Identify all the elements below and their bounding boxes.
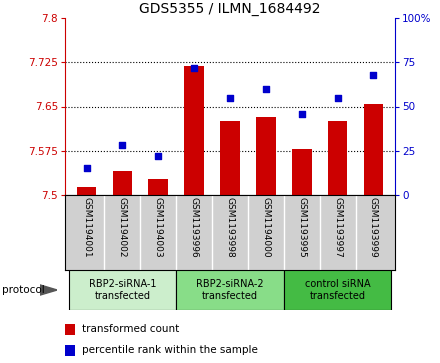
Point	[227, 95, 234, 101]
Text: GSM1193997: GSM1193997	[333, 197, 342, 258]
Point	[262, 86, 269, 92]
Bar	[69, 270, 176, 310]
Bar	[220, 121, 240, 195]
Point	[155, 153, 162, 159]
Text: percentile rank within the sample: percentile rank within the sample	[81, 346, 257, 355]
Point	[334, 95, 341, 101]
Text: transformed count: transformed count	[81, 325, 179, 334]
Polygon shape	[40, 285, 57, 295]
Point	[119, 143, 126, 148]
Point	[83, 166, 90, 171]
Text: GSM1193998: GSM1193998	[226, 197, 235, 258]
Text: GSM1193996: GSM1193996	[190, 197, 198, 258]
Bar	[284, 270, 392, 310]
Point	[298, 111, 305, 117]
Point	[370, 72, 377, 78]
Text: GSM1193995: GSM1193995	[297, 197, 306, 258]
Text: control siRNA
transfected: control siRNA transfected	[305, 279, 370, 301]
Title: GDS5355 / ILMN_1684492: GDS5355 / ILMN_1684492	[139, 1, 321, 16]
Bar	[65, 324, 75, 335]
Text: GSM1193999: GSM1193999	[369, 197, 378, 258]
Text: RBP2-siRNA-1
transfected: RBP2-siRNA-1 transfected	[88, 279, 156, 301]
Bar	[176, 270, 284, 310]
Bar	[65, 345, 75, 356]
Text: GSM1194001: GSM1194001	[82, 197, 91, 258]
Bar	[256, 117, 276, 195]
Bar	[328, 121, 348, 195]
Text: GSM1194000: GSM1194000	[261, 197, 270, 258]
Bar	[113, 171, 132, 195]
Bar	[292, 149, 312, 195]
Text: protocol: protocol	[2, 285, 45, 295]
Bar	[184, 66, 204, 195]
Point	[191, 65, 198, 70]
Bar	[77, 187, 96, 195]
Bar	[363, 103, 383, 195]
Text: RBP2-siRNA-2
transfected: RBP2-siRNA-2 transfected	[196, 279, 264, 301]
Bar	[148, 179, 168, 195]
Text: GSM1194003: GSM1194003	[154, 197, 163, 258]
Text: GSM1194002: GSM1194002	[118, 197, 127, 258]
